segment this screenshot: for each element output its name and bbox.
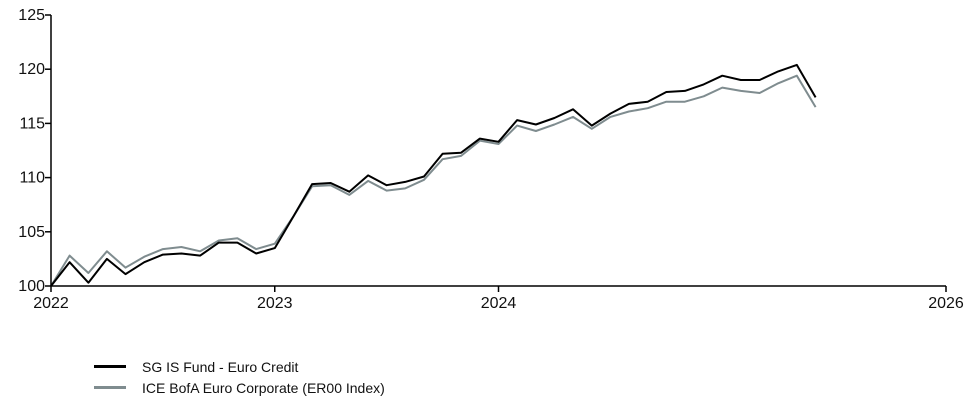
x-tick-label: 2024 — [481, 295, 517, 312]
x-axis-ticks: 2022 2023 2024 2026 — [33, 286, 964, 312]
legend-item-fund: SG IS Fund - Euro Credit — [94, 356, 385, 377]
x-tick-label: 2022 — [33, 295, 69, 312]
y-tick-label: 105 — [18, 224, 45, 241]
y-tick-label: 115 — [19, 115, 45, 132]
line-chart: 100 105 110 115 120 125 2022 2023 2024 2026 — [18, 7, 964, 312]
y-axis-ticks: 100 105 110 115 120 125 — [18, 7, 51, 295]
legend-item-index: ICE BofA Euro Corporate (ER00 Index) — [94, 377, 385, 398]
legend-label-index: ICE BofA Euro Corporate (ER00 Index) — [142, 379, 385, 396]
y-tick-label: 120 — [18, 61, 45, 78]
series-group — [50, 63, 817, 287]
y-tick-label: 110 — [19, 170, 45, 187]
legend-swatch-fund — [94, 365, 126, 368]
y-tick-label: 100 — [18, 278, 45, 295]
series-line-1 — [50, 74, 817, 287]
legend-label-fund: SG IS Fund - Euro Credit — [142, 358, 299, 375]
x-tick-label: 2026 — [928, 295, 964, 312]
x-tick-label: 2023 — [257, 295, 293, 312]
legend: SG IS Fund - Euro Credit ICE BofA Euro C… — [94, 356, 385, 398]
series-line-0 — [50, 63, 817, 287]
y-tick-label: 125 — [18, 7, 45, 24]
legend-swatch-index — [94, 386, 126, 389]
